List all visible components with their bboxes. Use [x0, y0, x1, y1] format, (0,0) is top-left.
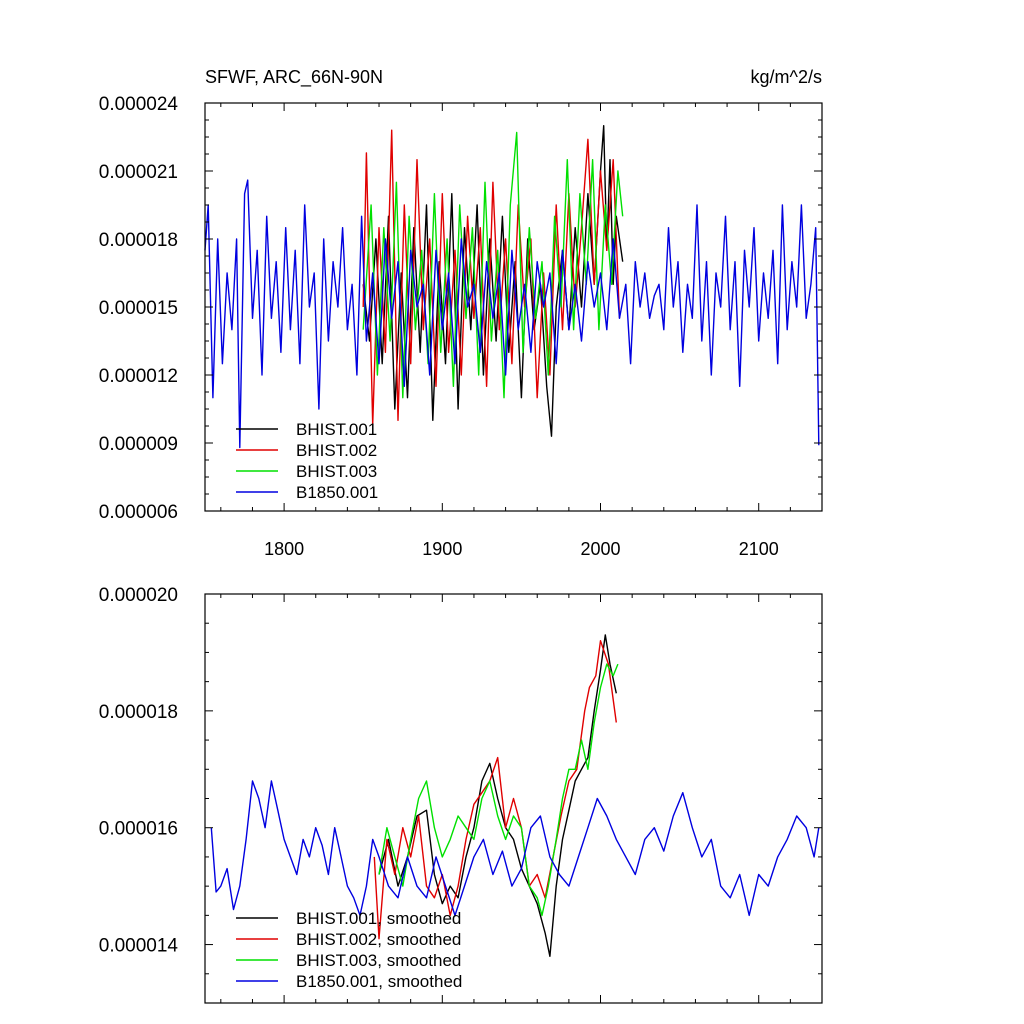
- y-tick-label: 0.000018: [99, 230, 178, 251]
- y-tick-label: 0.000012: [99, 366, 178, 387]
- legend-label: BHIST.002, smoothed: [296, 930, 461, 949]
- y-tick-label: 0.000006: [99, 502, 178, 523]
- x-tick-label: 1900: [422, 539, 462, 559]
- legend-label: BHIST.002: [296, 441, 377, 460]
- series-line-bhist-003: [362, 131, 624, 399]
- series-line-b1850-001: [204, 179, 820, 449]
- top-panel: 1800 1900 2000 2100 0.000006 0.000009 0.000012…: [99, 94, 823, 559]
- series-line-bhist-002-smoothed: [373, 640, 617, 940]
- x-tick-label: 2100: [739, 539, 779, 559]
- chart-title: SFWF, ARC_66N-90N: [205, 67, 383, 88]
- legend-label: BHIST.001: [296, 420, 377, 439]
- legend-label: BHIST.003: [296, 462, 377, 481]
- y-tick-label: 0.000014: [99, 936, 179, 957]
- x-tick-label: 2000: [580, 539, 620, 559]
- y-tick-label: 0.000015: [99, 298, 178, 319]
- y-tick-label: 0.000020: [99, 585, 178, 606]
- chart-units: kg/m^2/s: [751, 67, 822, 87]
- x-tick-label: 1800: [264, 539, 304, 559]
- series-line-bhist-003-smoothed: [378, 663, 619, 917]
- y-tick-label: 0.000021: [99, 162, 178, 183]
- y-tick-label: 0.000018: [99, 702, 178, 723]
- legend-label: BHIST.001, smoothed: [296, 909, 461, 928]
- legend-label: BHIST.003, smoothed: [296, 951, 461, 970]
- legend-label: B1850.001: [296, 483, 378, 502]
- bottom-panel: 0.000014 0.000016 0.000018 0.000020 BHIST.00…: [99, 585, 823, 1004]
- y-tick-label: 0.000016: [99, 819, 178, 840]
- y-tick-label: 0.000024: [99, 94, 179, 115]
- series-line-b1850-001-smoothed: [210, 780, 820, 917]
- legend-label: B1850.001, smoothed: [296, 972, 462, 991]
- y-tick-label: 0.000009: [99, 434, 178, 455]
